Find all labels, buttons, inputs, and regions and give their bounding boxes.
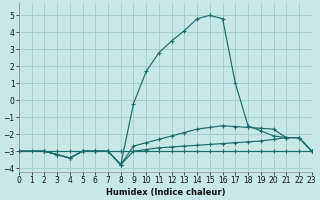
X-axis label: Humidex (Indice chaleur): Humidex (Indice chaleur) xyxy=(106,188,225,197)
